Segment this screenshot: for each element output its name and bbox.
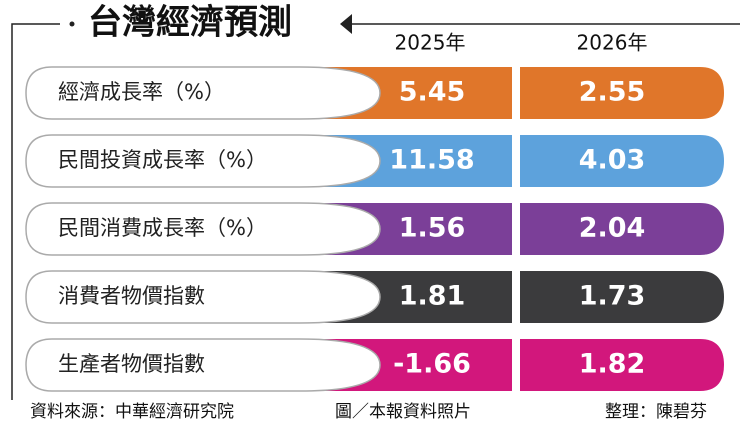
- title: 台灣經濟預測: [88, 3, 292, 43]
- value: 5.45: [399, 77, 466, 108]
- row-label: 經濟成長率（%）: [58, 80, 225, 104]
- value-cell: [520, 271, 724, 323]
- value-cell: [520, 339, 724, 391]
- source: 資料來源：中華經濟研究院: [30, 402, 234, 422]
- value: 2.04: [579, 213, 646, 244]
- value: 11.58: [389, 145, 474, 176]
- photo-credit: 圖／本報資料照片: [335, 402, 471, 422]
- value: 1.82: [579, 349, 646, 380]
- value: 1.56: [399, 213, 466, 244]
- label-pill: [25, 338, 381, 392]
- value: -1.66: [393, 349, 471, 380]
- rows: 經濟成長率（%） 5.45 2.55 民間投資成長率（%） 11.58 4.03 民間消費成…: [25, 66, 724, 392]
- label-pill: [25, 134, 381, 188]
- dot: [69, 21, 75, 27]
- row-label: 民間投資成長率（%）: [58, 148, 267, 172]
- row-label: 民間消費成長率（%）: [58, 216, 267, 240]
- label-pill: [25, 270, 381, 324]
- value-cell: [520, 203, 724, 255]
- row-label: 消費者物價指數: [58, 284, 205, 308]
- label-pill: [25, 202, 381, 256]
- value: 1.73: [579, 281, 646, 312]
- value-cell: [520, 67, 724, 119]
- column-header: 2025年: [395, 31, 466, 55]
- value-cell: [520, 135, 724, 187]
- value: 2.55: [579, 77, 646, 108]
- value: 1.81: [399, 281, 466, 312]
- arrow: [340, 14, 352, 34]
- frame-line: [11, 23, 60, 400]
- label-pill: [25, 66, 381, 120]
- editor: 整理：陳碧芬: [605, 402, 707, 422]
- row-label: 生產者物價指數: [58, 352, 205, 376]
- column-header: 2026年: [577, 31, 648, 55]
- value: 4.03: [579, 145, 646, 176]
